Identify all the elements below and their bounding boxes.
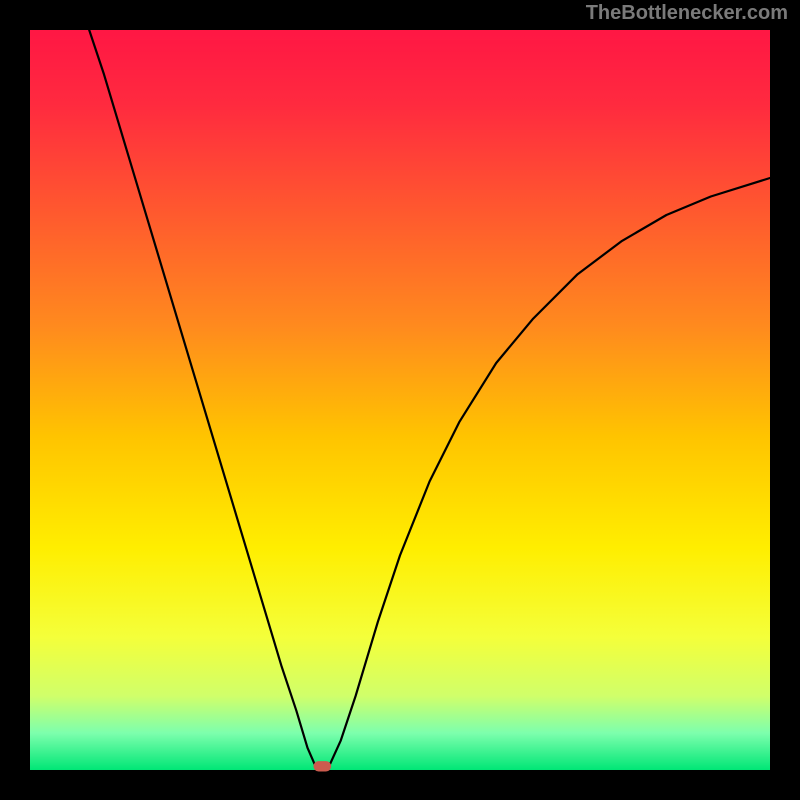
optimal-point-marker [313,761,331,771]
bottleneck-chart [0,0,800,800]
watermark-text: TheBottlenecker.com [586,2,788,25]
chart-background [30,30,770,770]
